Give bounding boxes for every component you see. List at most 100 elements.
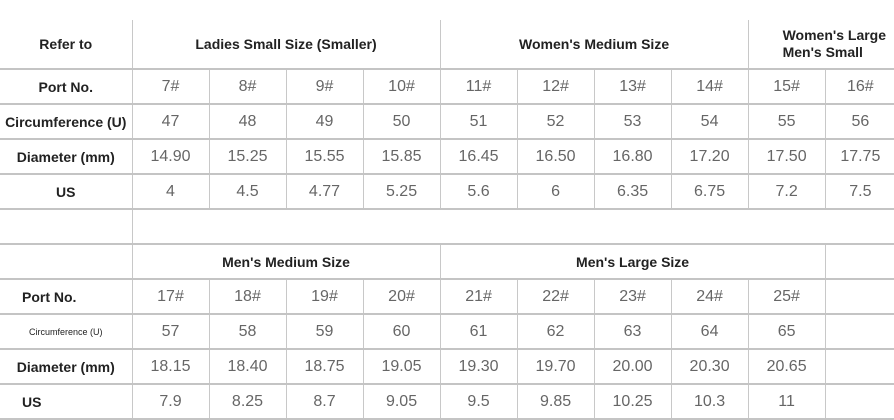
value-cell: 53 <box>593 103 672 140</box>
value-cell: 18.75 <box>285 348 364 385</box>
spacer-row <box>0 208 894 245</box>
value-cell: 14# <box>670 68 749 105</box>
value-cell: 62 <box>516 313 595 350</box>
table-row: US 4 4.5 4.77 5.25 5.6 6 6.35 6.75 7.2 7.5 <box>0 173 894 210</box>
value-cell: 18.15 <box>131 348 210 385</box>
row-label: US <box>0 383 133 420</box>
value-cell: 25# <box>747 278 826 315</box>
value-cell: 22# <box>516 278 595 315</box>
row-label: Diameter (mm) <box>0 348 133 385</box>
value-cell: 60 <box>362 313 441 350</box>
value-cell: 17.20 <box>670 138 749 175</box>
size-group-header: Women's Large Men's Small <box>747 20 894 70</box>
value-cell: 9.85 <box>516 383 595 420</box>
value-cell: 7.5 <box>824 173 894 210</box>
value-cell: 48 <box>208 103 287 140</box>
value-cell: 16.50 <box>516 138 595 175</box>
value-cell: 65 <box>747 313 826 350</box>
value-cell: 20.00 <box>593 348 672 385</box>
value-cell: 17.50 <box>747 138 826 175</box>
value-cell: 58 <box>208 313 287 350</box>
row-label: Circumference (U) <box>0 103 133 140</box>
refer-to-label: Refer to <box>0 20 133 70</box>
size-group-header <box>824 243 894 280</box>
table-row: Circumference (U) 57 58 59 60 61 62 63 64 65 <box>0 313 894 350</box>
group-header-row: Refer to Ladies Small Size (Smaller) Women… <box>0 20 894 70</box>
value-cell: 6.35 <box>593 173 672 210</box>
value-cell: 19.05 <box>362 348 441 385</box>
value-cell: 5.25 <box>362 173 441 210</box>
value-cell: 15.55 <box>285 138 364 175</box>
spacer-cell <box>131 208 894 245</box>
row-label: Diameter (mm) <box>0 138 133 175</box>
value-cell: 20.65 <box>747 348 826 385</box>
value-cell: 21# <box>439 278 518 315</box>
value-cell: 12# <box>516 68 595 105</box>
value-cell: 10.25 <box>593 383 672 420</box>
value-cell: 13# <box>593 68 672 105</box>
table-row: Circumference (U) 47 48 49 50 51 52 53 54 55 56 <box>0 103 894 140</box>
value-cell: 10# <box>362 68 441 105</box>
value-cell: 16.45 <box>439 138 518 175</box>
value-cell: 50 <box>362 103 441 140</box>
value-cell: 17# <box>131 278 210 315</box>
value-cell: 4.77 <box>285 173 364 210</box>
table-row: Port No. 17# 18# 19# 20# 21# 22# 23# 24# 25# <box>0 278 894 315</box>
value-cell: 15.25 <box>208 138 287 175</box>
value-cell: 20.30 <box>670 348 749 385</box>
value-cell: 59 <box>285 313 364 350</box>
value-cell: 18.40 <box>208 348 287 385</box>
value-cell: 9# <box>285 68 364 105</box>
value-cell <box>824 383 894 420</box>
value-cell: 8# <box>208 68 287 105</box>
row-label: Circumference (U) <box>0 313 133 350</box>
value-cell: 24# <box>670 278 749 315</box>
value-cell: 10.3 <box>670 383 749 420</box>
size-group-header: Ladies Small Size (Smaller) <box>131 20 441 70</box>
value-cell <box>824 278 894 315</box>
value-cell: 4 <box>131 173 210 210</box>
value-cell: 17.75 <box>824 138 894 175</box>
row-label: Port No. <box>0 68 133 105</box>
value-cell: 9.5 <box>439 383 518 420</box>
value-cell: 19.70 <box>516 348 595 385</box>
value-cell: 52 <box>516 103 595 140</box>
value-cell <box>824 348 894 385</box>
value-cell: 63 <box>593 313 672 350</box>
size-group-header: Men's Medium Size <box>131 243 441 280</box>
value-cell: 20# <box>362 278 441 315</box>
value-cell: 55 <box>747 103 826 140</box>
table-row: Diameter (mm) 18.15 18.40 18.75 19.05 19.30 19… <box>0 348 894 385</box>
value-cell <box>824 313 894 350</box>
value-cell: 7.9 <box>131 383 210 420</box>
value-cell: 16# <box>824 68 894 105</box>
value-cell: 6.75 <box>670 173 749 210</box>
value-cell: 6 <box>516 173 595 210</box>
value-cell: 4.5 <box>208 173 287 210</box>
table-row: Port No. 7# 8# 9# 10# 11# 12# 13# 14# 15# 16# <box>0 68 894 105</box>
value-cell: 64 <box>670 313 749 350</box>
value-cell: 15# <box>747 68 826 105</box>
ring-size-table: Refer to Ladies Small Size (Smaller) Women… <box>0 20 894 420</box>
value-cell: 57 <box>131 313 210 350</box>
value-cell: 61 <box>439 313 518 350</box>
group-header-row: Men's Medium Size Men's Large Size <box>0 243 894 280</box>
value-cell: 19.30 <box>439 348 518 385</box>
value-cell: 16.80 <box>593 138 672 175</box>
value-cell: 49 <box>285 103 364 140</box>
refer-to-label <box>0 243 133 280</box>
value-cell: 9.05 <box>362 383 441 420</box>
value-cell: 19# <box>285 278 364 315</box>
value-cell: 56 <box>824 103 894 140</box>
size-group-header: Women's Medium Size <box>439 20 749 70</box>
value-cell: 47 <box>131 103 210 140</box>
value-cell: 8.7 <box>285 383 364 420</box>
value-cell: 23# <box>593 278 672 315</box>
row-label: US <box>0 173 133 210</box>
size-group-header: Men's Large Size <box>439 243 826 280</box>
value-cell: 11 <box>747 383 826 420</box>
value-cell: 15.85 <box>362 138 441 175</box>
value-cell: 5.6 <box>439 173 518 210</box>
value-cell: 7# <box>131 68 210 105</box>
value-cell: 18# <box>208 278 287 315</box>
